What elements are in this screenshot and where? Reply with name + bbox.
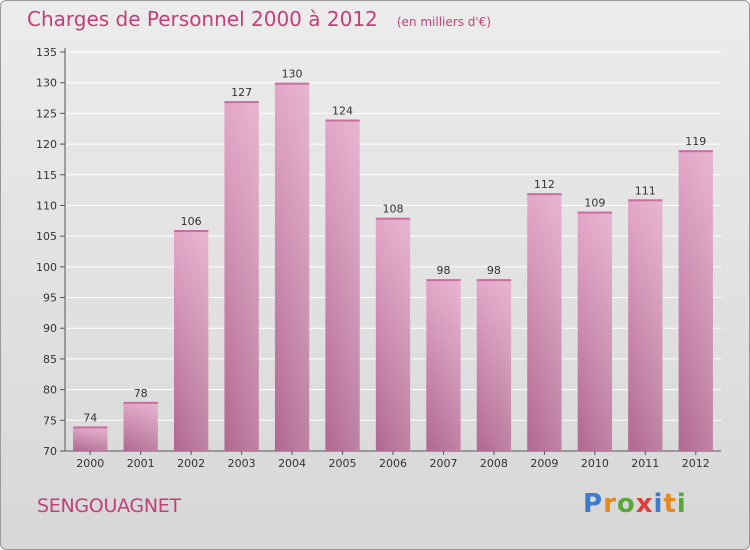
brand-letter: x: [635, 489, 654, 519]
bar-value-label: 111: [635, 184, 656, 197]
x-tick-label: 2003: [228, 457, 256, 470]
bar-shine: [73, 426, 108, 451]
x-tick-label: 2011: [631, 457, 659, 470]
bar-top-edge: [274, 82, 310, 85]
bar-value-label: 124: [332, 105, 353, 118]
bar-value-label: 108: [383, 203, 404, 216]
bar-shine: [426, 279, 461, 451]
y-tick-label: 110: [36, 199, 57, 212]
y-tick-label: 130: [36, 77, 57, 90]
bar-value-label: 130: [282, 68, 303, 81]
y-tick-label: 75: [43, 414, 57, 427]
bar-value-label: 112: [534, 178, 555, 191]
bar-top-edge: [173, 230, 209, 233]
bar-top-edge: [577, 211, 613, 214]
bar-top-edge: [527, 193, 562, 196]
bar-value-label: 98: [436, 264, 450, 277]
labels: 70 75 80 85 90 95 100 105 110 115 120 125 130 135 74 20…: [36, 46, 710, 470]
y-tick-label: 105: [36, 230, 57, 243]
chart-subtitle: (en milliers d'€): [396, 15, 491, 29]
brand-letter: i: [653, 489, 664, 519]
bar-value-label: 109: [584, 197, 605, 210]
y-tick-label: 135: [36, 46, 57, 59]
bar-top-edge: [123, 401, 158, 404]
brand-letter: r: [603, 489, 617, 519]
bar-shine: [325, 119, 360, 452]
brand-logo: Proxiti: [583, 489, 687, 519]
x-tick-label: 2007: [429, 457, 457, 470]
bar-top-edge: [224, 101, 259, 104]
x-tick-label: 2008: [480, 457, 508, 470]
x-tick-label: 2012: [682, 457, 710, 470]
y-tick-label: 90: [43, 322, 57, 335]
y-tick-label: 85: [43, 353, 57, 366]
bar-value-label: 106: [181, 215, 202, 228]
bar-top-edge: [73, 426, 108, 429]
bar-shine: [375, 217, 411, 451]
bar-top-edge: [476, 279, 512, 282]
bar-shine: [678, 150, 713, 451]
y-tick-label: 80: [43, 384, 57, 397]
bar-shine: [577, 211, 613, 451]
x-tick-label: 2000: [76, 457, 104, 470]
bar-shine: [527, 193, 562, 451]
bar-shine: [173, 230, 209, 451]
x-tick-label: 2001: [127, 457, 155, 470]
bar-top-edge: [325, 119, 360, 122]
bar-value-label: 74: [83, 411, 97, 424]
x-tick-label: 2004: [278, 457, 306, 470]
y-tick-label: 70: [43, 445, 57, 458]
bar-top-edge: [628, 199, 663, 202]
x-tick-label: 2005: [329, 457, 357, 470]
chart-title: Charges de Personnel 2000 à 2012: [27, 7, 378, 31]
brand-letter: t: [663, 489, 677, 519]
bar-value-label: 98: [487, 264, 501, 277]
x-tick-label: 2009: [530, 457, 558, 470]
bar-shine: [274, 82, 310, 451]
bar-top-edge: [678, 150, 713, 153]
y-tick-label: 100: [36, 261, 57, 274]
brand-letter: o: [616, 489, 636, 519]
bar-top-edge: [375, 217, 411, 220]
bar-shine: [628, 199, 663, 451]
x-tick-label: 2006: [379, 457, 407, 470]
title-row: Charges de Personnel 2000 à 2012 (en mil…: [27, 7, 491, 31]
brand-letter: P: [583, 489, 604, 519]
bar-shine: [476, 279, 512, 451]
place-name: SENGOUAGNET: [37, 495, 181, 517]
brand-letter: i: [676, 489, 687, 519]
bars: [73, 82, 713, 452]
bar-shine: [123, 401, 158, 451]
x-tick-label: 2010: [581, 457, 609, 470]
y-tick-label: 125: [36, 107, 57, 120]
y-tick-label: 120: [36, 138, 57, 151]
bar-value-label: 78: [134, 387, 148, 400]
bar-top-edge: [426, 279, 461, 282]
bar-shine: [224, 101, 259, 451]
bar-value-label: 119: [685, 135, 706, 148]
y-tick-label: 115: [36, 169, 57, 182]
y-tick-label: 95: [43, 292, 57, 305]
bar-value-label: 127: [231, 86, 252, 99]
x-tick-label: 2002: [177, 457, 205, 470]
